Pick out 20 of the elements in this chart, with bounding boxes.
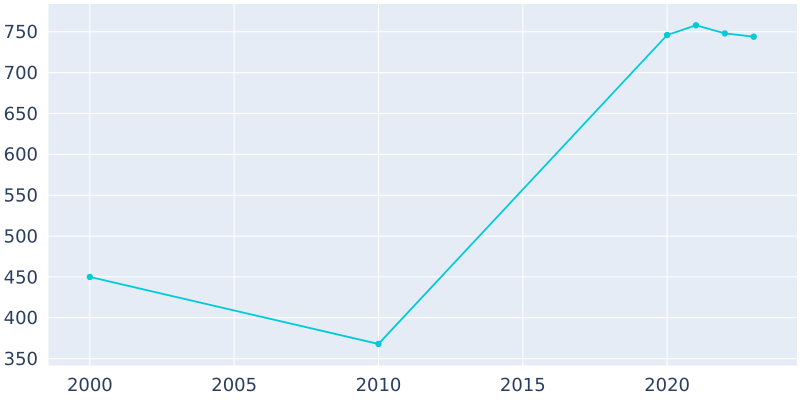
x-tick-label: 2010 bbox=[356, 374, 402, 396]
y-tick-label: 450 bbox=[4, 267, 38, 288]
y-tick-label: 400 bbox=[4, 308, 38, 330]
point bbox=[750, 33, 757, 40]
point bbox=[664, 32, 670, 38]
x-tick-label: 2020 bbox=[644, 374, 690, 396]
x-tick-label: 2015 bbox=[500, 374, 546, 396]
x-tick-label: 2000 bbox=[66, 374, 113, 396]
y-tick-label: 550 bbox=[4, 186, 38, 207]
y-tick-label: 600 bbox=[4, 144, 38, 166]
y-tick-label: 650 bbox=[4, 104, 38, 125]
point bbox=[692, 22, 700, 28]
y-tick-label: 750 bbox=[4, 22, 38, 44]
y-tick-label: 700 bbox=[4, 63, 38, 84]
y-tick-label: 350 bbox=[4, 349, 38, 370]
point bbox=[722, 30, 728, 37]
point bbox=[86, 274, 94, 280]
point bbox=[375, 340, 382, 348]
y-tick-label: 500 bbox=[4, 226, 38, 248]
x-tick-label: 2005 bbox=[211, 374, 258, 396]
